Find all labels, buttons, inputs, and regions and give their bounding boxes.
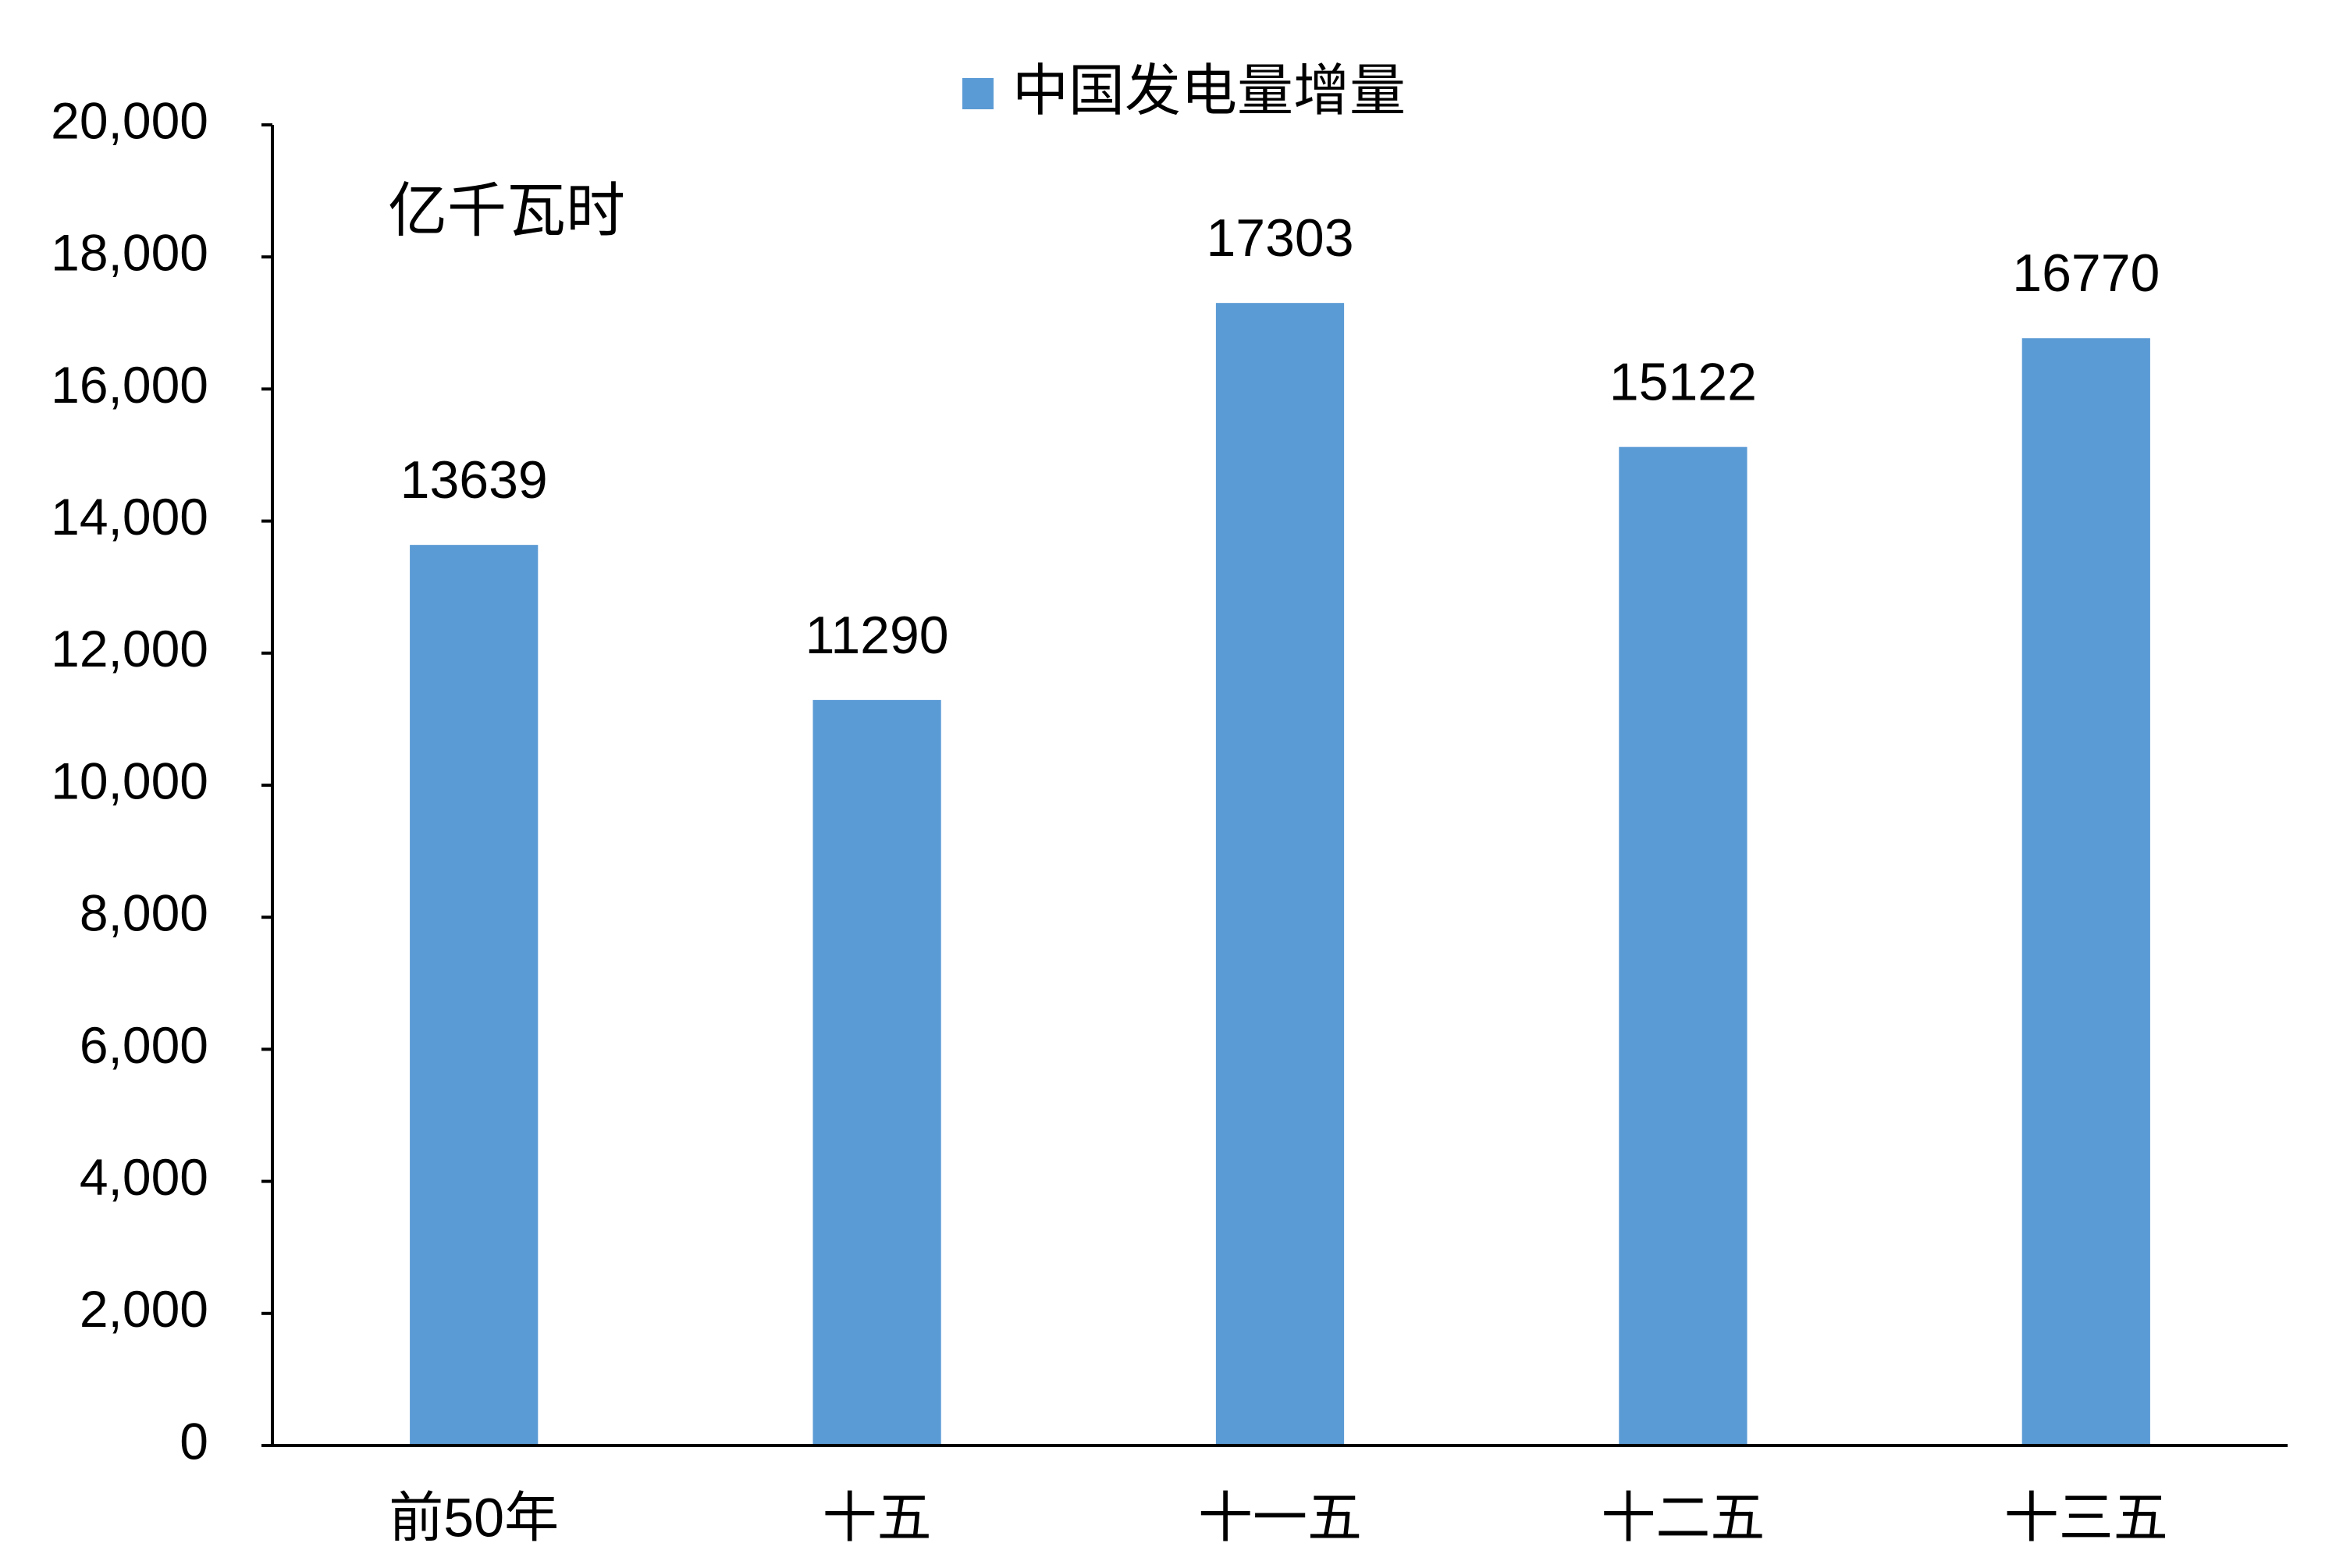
x-tick-label: 十一五 [1198, 1487, 1362, 1548]
y-tick-label: 8,000 [80, 884, 208, 942]
y-tick-label: 4,000 [80, 1148, 208, 1206]
bar [410, 545, 539, 1445]
y-tick-label: 2,000 [80, 1280, 208, 1338]
bar [2021, 338, 2150, 1445]
bar [1619, 446, 1748, 1446]
y-tick-label: 14,000 [51, 488, 208, 546]
x-tick-label: 十五 [823, 1487, 932, 1548]
x-tick-label: 十二五 [1601, 1487, 1765, 1548]
data-label: 15122 [1609, 353, 1757, 412]
data-label: 11290 [805, 606, 949, 665]
y-tick-label: 18,000 [51, 224, 208, 282]
data-label: 16770 [2012, 244, 2160, 303]
y-tick-label: 6,000 [80, 1016, 208, 1074]
legend-label: 中国发电量增量 [1012, 60, 1406, 123]
y-axis-unit: 亿千瓦时 [388, 178, 625, 244]
bar [1215, 303, 1345, 1445]
y-tick-label: 20,000 [51, 91, 208, 149]
x-tick-label: 十三五 [2004, 1487, 2168, 1548]
y-tick-label: 12,000 [51, 620, 208, 677]
legend-swatch [962, 78, 994, 109]
data-label: 17303 [1206, 208, 1353, 268]
y-tick-label: 0 [180, 1412, 208, 1470]
y-tick-label: 10,000 [51, 752, 208, 809]
y-tick-label: 16,000 [51, 356, 208, 414]
x-tick-label: 前50年 [389, 1487, 559, 1548]
bar [812, 699, 941, 1445]
data-label: 13639 [400, 450, 548, 510]
